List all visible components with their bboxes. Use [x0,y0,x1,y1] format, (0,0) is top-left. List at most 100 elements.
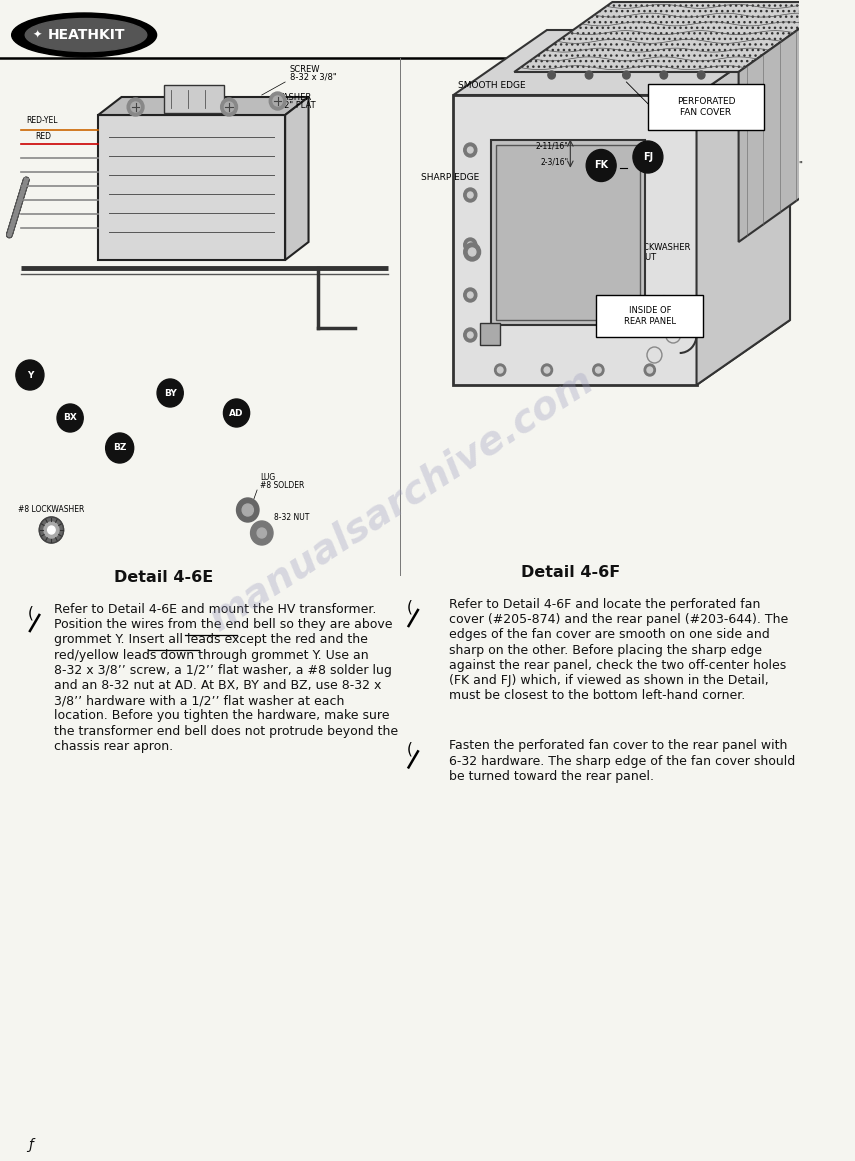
Circle shape [468,241,473,248]
FancyBboxPatch shape [597,295,703,337]
Circle shape [463,288,477,302]
Text: grommet Y. Insert all leads except the red and the: grommet Y. Insert all leads except the r… [54,634,369,647]
Text: and an 8-32 nut at AD. At BX, BY and BZ, use 8-32 x: and an 8-32 nut at AD. At BX, BY and BZ,… [54,679,381,692]
Circle shape [16,360,44,390]
Text: RED-YEL: RED-YEL [27,116,57,125]
Bar [496,145,640,320]
Text: SCREW: SCREW [290,65,321,74]
Ellipse shape [12,13,156,57]
Circle shape [237,498,259,522]
Polygon shape [98,115,286,260]
Text: BY: BY [164,389,176,397]
Circle shape [257,528,267,538]
Circle shape [44,522,59,538]
Circle shape [57,404,83,432]
Bar [163,85,224,113]
Text: AD: AD [229,409,244,418]
Text: BX: BX [63,413,77,423]
Circle shape [548,71,556,79]
Circle shape [223,399,250,427]
Text: #8 SOLDER: #8 SOLDER [260,481,304,490]
Circle shape [647,367,652,373]
Circle shape [127,98,144,116]
Circle shape [463,238,477,252]
Text: 8-32 x 3/8": 8-32 x 3/8" [290,73,337,82]
Circle shape [468,293,473,298]
Text: SCREWS: SCREWS [752,151,791,160]
Text: Refer to Detail 4-6F and locate the perforated fan: Refer to Detail 4-6F and locate the perf… [449,598,760,611]
Polygon shape [739,2,837,241]
Text: be turned toward the rear panel.: be turned toward the rear panel. [449,770,654,783]
Circle shape [463,329,477,342]
Circle shape [242,504,253,515]
Text: SHARP EDGE: SHARP EDGE [421,173,479,182]
Circle shape [660,71,668,79]
Text: BZ: BZ [113,444,127,453]
Polygon shape [514,2,837,72]
Text: INSIDE OF
REAR PANEL: INSIDE OF REAR PANEL [624,307,675,326]
Circle shape [39,517,63,543]
Circle shape [251,521,273,545]
Circle shape [828,82,836,91]
Circle shape [698,71,705,79]
Circle shape [224,102,233,111]
Text: 3/8’’ hardware with a 1/2’’ flat washer at each: 3/8’’ hardware with a 1/2’’ flat washer … [54,694,345,707]
Text: 6-32 hardware. The sharp edge of the fan cover should: 6-32 hardware. The sharp edge of the fan… [449,755,795,767]
Text: manualsarchive.com: manualsarchive.com [203,361,601,639]
Text: (: ( [28,605,34,620]
Circle shape [544,367,550,373]
Text: PERFORATED
FAN COVER: PERFORATED FAN COVER [676,98,735,117]
Circle shape [273,96,282,106]
Circle shape [494,365,506,376]
Text: (FK and FJ) which, if viewed as shown in the Detail,: (FK and FJ) which, if viewed as shown in… [449,675,769,687]
FancyBboxPatch shape [648,84,764,130]
Text: 8-32 NUT: 8-32 NUT [274,513,310,522]
Circle shape [622,71,630,79]
Text: 6-32 x 1/4": 6-32 x 1/4" [752,161,803,170]
Text: WASHER: WASHER [276,93,312,102]
Text: FJ: FJ [643,152,653,163]
Text: #6 LOCKWASHER: #6 LOCKWASHER [617,243,691,252]
Text: sharp on the other. Before placing the sharp edge: sharp on the other. Before placing the s… [449,643,762,657]
Text: edges of the fan cover are smooth on one side and: edges of the fan cover are smooth on one… [449,628,770,641]
Circle shape [463,143,477,157]
Circle shape [106,433,133,463]
Circle shape [587,150,616,181]
Text: red/yellow leads down through grommet Y. Use an: red/yellow leads down through grommet Y.… [54,649,369,662]
Circle shape [468,332,473,338]
Text: Y: Y [27,370,33,380]
Text: Refer to Detail 4-6E and mount the HV transformer.: Refer to Detail 4-6E and mount the HV tr… [54,603,376,616]
Circle shape [828,27,836,35]
Text: cover (#205-874) and the rear panel (#203-644). The: cover (#205-874) and the rear panel (#20… [449,613,788,626]
Circle shape [828,139,836,147]
Polygon shape [453,30,790,95]
Text: (: ( [407,600,413,615]
Circle shape [468,147,473,153]
Circle shape [828,111,836,120]
Text: RED: RED [36,132,51,140]
Circle shape [269,92,286,110]
Circle shape [586,71,593,79]
Polygon shape [453,95,697,385]
Text: 8-32 x 3/8’’ screw, a 1/2’’ flat washer, a #8 solder lug: 8-32 x 3/8’’ screw, a 1/2’’ flat washer,… [54,664,392,677]
Text: FK: FK [594,160,608,171]
Circle shape [469,248,476,255]
Text: ƒ: ƒ [28,1138,33,1152]
Text: 1/2" FLAT: 1/2" FLAT [276,101,315,110]
Text: 2-11/16": 2-11/16" [536,142,569,150]
Text: HEATHKIT: HEATHKIT [47,28,125,42]
Text: chassis rear apron.: chassis rear apron. [54,740,174,752]
Text: LUG: LUG [260,473,275,482]
Circle shape [644,365,656,376]
Circle shape [463,243,481,261]
Circle shape [221,98,238,116]
Text: must be closest to the bottom left-hand corner.: must be closest to the bottom left-hand … [449,690,745,702]
Polygon shape [286,98,309,260]
Circle shape [541,365,552,376]
Text: Position the wires from the end bell so they are above: Position the wires from the end bell so … [54,618,392,632]
Bar [491,140,646,325]
Text: location. Before you tighten the hardware, make sure: location. Before you tighten the hardwar… [54,709,390,722]
Circle shape [463,188,477,202]
Text: 6-32 NUT: 6-32 NUT [617,253,656,262]
Circle shape [468,192,473,199]
